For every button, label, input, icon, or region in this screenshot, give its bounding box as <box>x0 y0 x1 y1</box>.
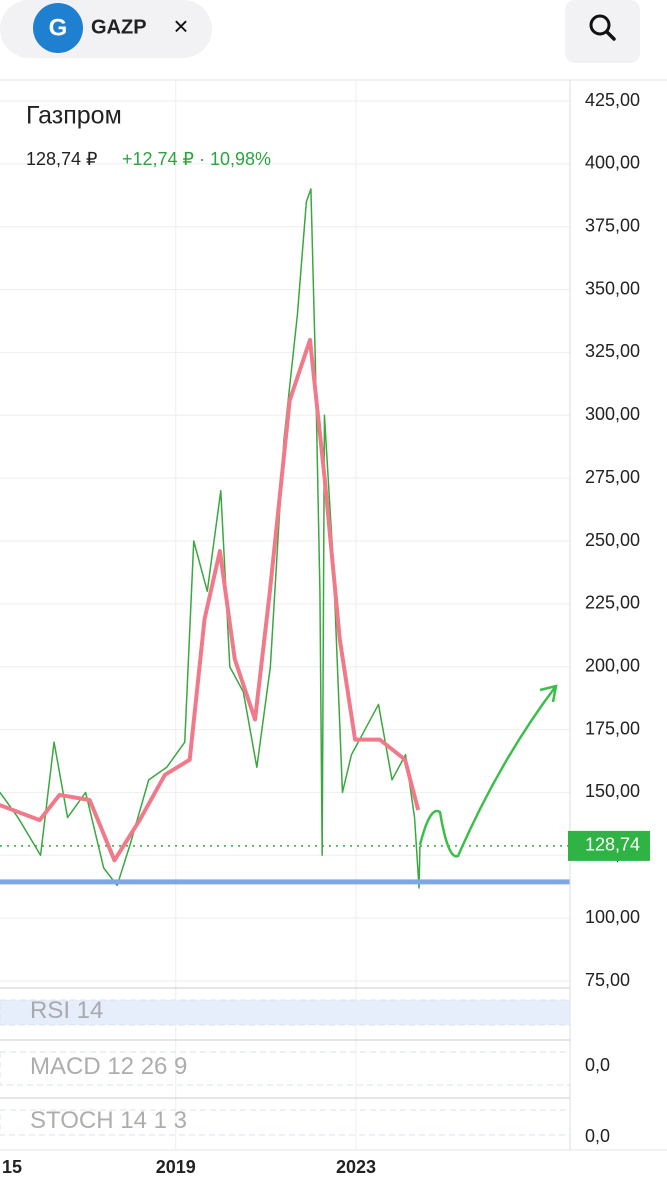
last-price-tag <box>568 830 650 861</box>
ticker: GAZP <box>91 16 147 38</box>
indicator-label: MACD 12 26 9 <box>30 1053 187 1080</box>
indicator-band <box>0 999 571 1026</box>
series-line <box>0 188 421 889</box>
x-tick-label: 2023 <box>336 1157 376 1177</box>
price: 128,74 ₽ <box>26 149 98 169</box>
instrument-title: Газпром <box>26 102 122 130</box>
y-tick-label: 300,00 <box>585 404 640 424</box>
search-icon <box>589 14 611 36</box>
y-tick-label: 275,00 <box>585 467 640 487</box>
indicator-band <box>0 1109 571 1136</box>
y-tick-label: 425,00 <box>585 90 640 110</box>
search-button[interactable] <box>565 0 640 63</box>
y-tick-label: 225,00 <box>585 593 640 613</box>
y-tick-label: 325,00 <box>585 341 640 361</box>
series-line <box>0 337 421 863</box>
y-tick-label: 175,00 <box>585 718 640 738</box>
y-tick-label: 150,00 <box>585 781 640 801</box>
indicator-label: RSI 14 <box>30 997 103 1024</box>
y-tick-label: 400,00 <box>585 153 640 173</box>
logo <box>33 3 83 53</box>
search-icon <box>605 30 616 41</box>
y-tick-label: 75,00 <box>585 970 630 990</box>
x-tick-label: 15 <box>2 1157 22 1177</box>
y-tick-label: 350,00 <box>585 278 640 298</box>
close-button[interactable]: × <box>173 11 188 41</box>
change: +12,74 ₽ · 10,98% <box>122 149 271 169</box>
y-tick-label: 200,00 <box>585 655 640 675</box>
logo-text: G <box>49 14 68 41</box>
indicator-axis-label: 0,0 <box>585 1126 610 1146</box>
x-tick-label: 2019 <box>156 1157 196 1177</box>
indicator-axis-label: 0,0 <box>585 1055 610 1075</box>
last-price-label: 128,74 <box>585 835 640 855</box>
y-tick-label: 100,00 <box>585 907 640 927</box>
y-tick-label: 375,00 <box>585 215 640 235</box>
forecast-arrow <box>418 684 558 858</box>
y-tick-label: 250,00 <box>585 530 640 550</box>
indicator-label: STOCH 14 1 3 <box>30 1107 187 1134</box>
indicator-band <box>0 1051 571 1086</box>
